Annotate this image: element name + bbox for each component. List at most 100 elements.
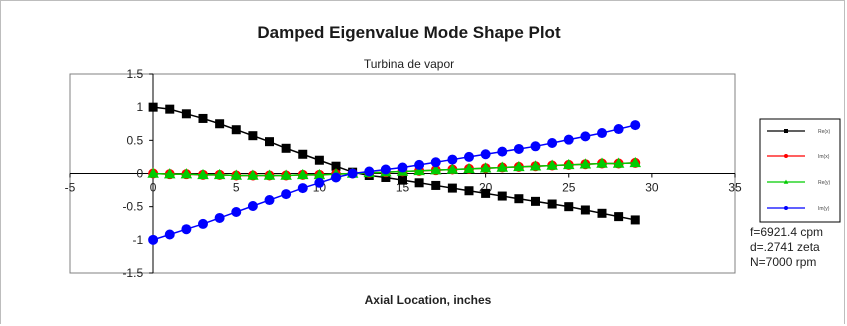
data-point-re-x <box>148 102 158 112</box>
data-point-re-x <box>398 175 407 185</box>
data-point-re-x <box>165 104 175 114</box>
data-point-im-y <box>397 162 408 173</box>
data-point-im-y <box>347 168 358 179</box>
annotation-speed: N=7000 rpm <box>750 255 816 269</box>
y-tick-label: -1.5 <box>122 266 143 280</box>
y-tick-label: -0.5 <box>122 200 143 214</box>
data-point-re-y <box>230 169 242 180</box>
data-point-re-x <box>265 137 274 147</box>
data-point-im-y <box>331 172 341 183</box>
legend-marker <box>784 129 788 133</box>
data-point-re-y <box>313 168 326 180</box>
data-point-re-x <box>580 205 590 215</box>
data-point-re-x <box>497 191 507 201</box>
data-point-re-x <box>531 196 540 206</box>
data-point-im-y <box>314 177 325 188</box>
data-point-re-x <box>464 186 474 196</box>
chart-subtitle: Turbina de vapor <box>364 57 454 71</box>
annotation-damping: d=.2741 zeta <box>750 240 820 254</box>
legend-label: Re(y) <box>818 180 831 186</box>
data-point-re-y <box>563 158 575 170</box>
legend-label: Im(y) <box>818 206 830 212</box>
data-point-re-y <box>579 158 592 169</box>
data-point-im-y <box>198 218 208 229</box>
legend: Re(x) Im(x) Re(y) Im(y) <box>759 118 841 223</box>
y-tick-label: 1 <box>136 100 143 114</box>
data-point-re-x <box>381 172 391 182</box>
data-point-re-x <box>447 183 457 193</box>
legend-marker <box>784 206 788 210</box>
data-point-im-y <box>264 195 275 206</box>
x-tick-label: 25 <box>562 181 576 195</box>
data-point-re-x <box>248 131 258 141</box>
data-point-im-y <box>181 224 192 235</box>
data-point-im-y <box>547 137 558 148</box>
data-point-im-y <box>597 128 607 139</box>
data-point-re-y <box>546 159 558 170</box>
legend-label: Re(x) <box>818 129 831 135</box>
data-point-im-y <box>630 120 641 131</box>
x-tick-label: 30 <box>645 181 659 195</box>
data-point-im-y <box>247 201 258 212</box>
data-point-im-y <box>214 212 225 223</box>
data-point-re-y <box>446 163 459 174</box>
data-point-im-y <box>231 206 242 217</box>
y-axis-ticks: 1.5 1 0.5 0 -0.5 -1 -1.5 <box>122 67 154 280</box>
data-point-re-y <box>297 168 309 180</box>
data-point-re-x <box>547 199 557 209</box>
data-point-re-y <box>513 160 525 172</box>
data-point-re-y <box>280 169 292 180</box>
data-point-re-x <box>597 208 607 218</box>
data-point-re-x <box>564 202 574 212</box>
data-point-im-y <box>297 183 308 194</box>
data-point-re-x <box>231 125 241 135</box>
data-point-re-x <box>431 180 441 190</box>
data-point-im-y <box>414 159 425 170</box>
data-point-re-y <box>164 168 176 179</box>
legend-label: Im(x) <box>818 154 830 160</box>
data-point-im-y <box>447 154 458 165</box>
data-point-im-y <box>497 146 508 157</box>
y-tick-label: 0 <box>136 167 143 181</box>
data-point-re-y <box>263 169 276 180</box>
data-point-re-x <box>198 113 208 123</box>
data-point-re-y <box>529 160 542 171</box>
data-point-re-y <box>430 164 442 175</box>
data-point-im-y <box>281 189 292 200</box>
data-point-im-y <box>480 149 491 160</box>
data-point-re-y <box>612 157 625 168</box>
annotation-frequency: f=6921.4 cpm <box>750 225 823 239</box>
data-point-re-x <box>614 212 624 222</box>
x-tick-label: -5 <box>65 181 76 195</box>
data-point-re-x <box>331 161 341 171</box>
data-point-re-x <box>630 215 640 225</box>
data-point-im-y <box>148 234 159 245</box>
data-point-im-y <box>613 124 624 135</box>
data-point-im-y <box>464 151 474 162</box>
x-tick-label: 35 <box>728 181 742 195</box>
data-point-re-y <box>147 167 159 178</box>
data-point-re-y <box>180 168 193 179</box>
legend-marker <box>783 179 789 184</box>
y-tick-label: -1 <box>132 233 143 247</box>
data-point-re-y <box>479 162 492 173</box>
y-tick-label: 1.5 <box>126 67 143 81</box>
data-point-re-y <box>413 164 425 176</box>
x-tick-label: 5 <box>233 181 240 195</box>
legend-box <box>759 118 841 223</box>
data-point-im-y <box>563 134 574 145</box>
data-point-re-x <box>181 109 191 119</box>
data-point-re-x <box>215 119 225 129</box>
chart-title: Damped Eigenvalue Mode Shape Plot <box>257 23 561 42</box>
data-point-im-y <box>513 143 524 154</box>
data-point-re-y <box>213 168 226 180</box>
data-point-im-y <box>164 229 175 240</box>
legend-marker <box>784 154 788 158</box>
data-point-re-x <box>298 149 308 159</box>
series-layer <box>147 102 641 245</box>
data-point-re-x <box>414 178 424 188</box>
x-axis-label: Axial Location, inches <box>365 293 492 307</box>
data-point-im-y <box>364 166 375 177</box>
